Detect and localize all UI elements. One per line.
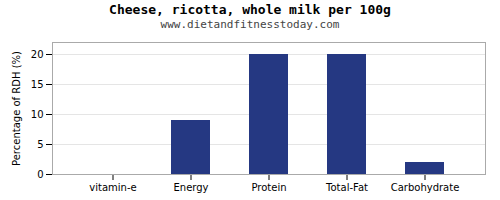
- svg-text:Carbohydrate: Carbohydrate: [391, 182, 460, 193]
- svg-text:Protein: Protein: [251, 182, 286, 193]
- svg-text:vitamin-e: vitamin-e: [89, 182, 136, 193]
- svg-text:Energy: Energy: [173, 182, 208, 193]
- svg-text:15: 15: [31, 79, 44, 90]
- svg-text:20: 20: [31, 49, 44, 60]
- svg-text:Percentage of RDH (%): Percentage of RDH (%): [11, 51, 22, 166]
- svg-text:0: 0: [37, 169, 43, 180]
- svg-text:10: 10: [31, 109, 44, 120]
- svg-text:5: 5: [37, 139, 43, 150]
- svg-text:Total-Fat: Total-Fat: [325, 182, 368, 193]
- html-text:www.dietandfitnesstoday.com: www.dietandfitnesstoday.com: [160, 18, 340, 31]
- html-text:Cheese, ricotta, whole milk pe: Cheese, ricotta, whole milk per 100g: [109, 2, 391, 17]
